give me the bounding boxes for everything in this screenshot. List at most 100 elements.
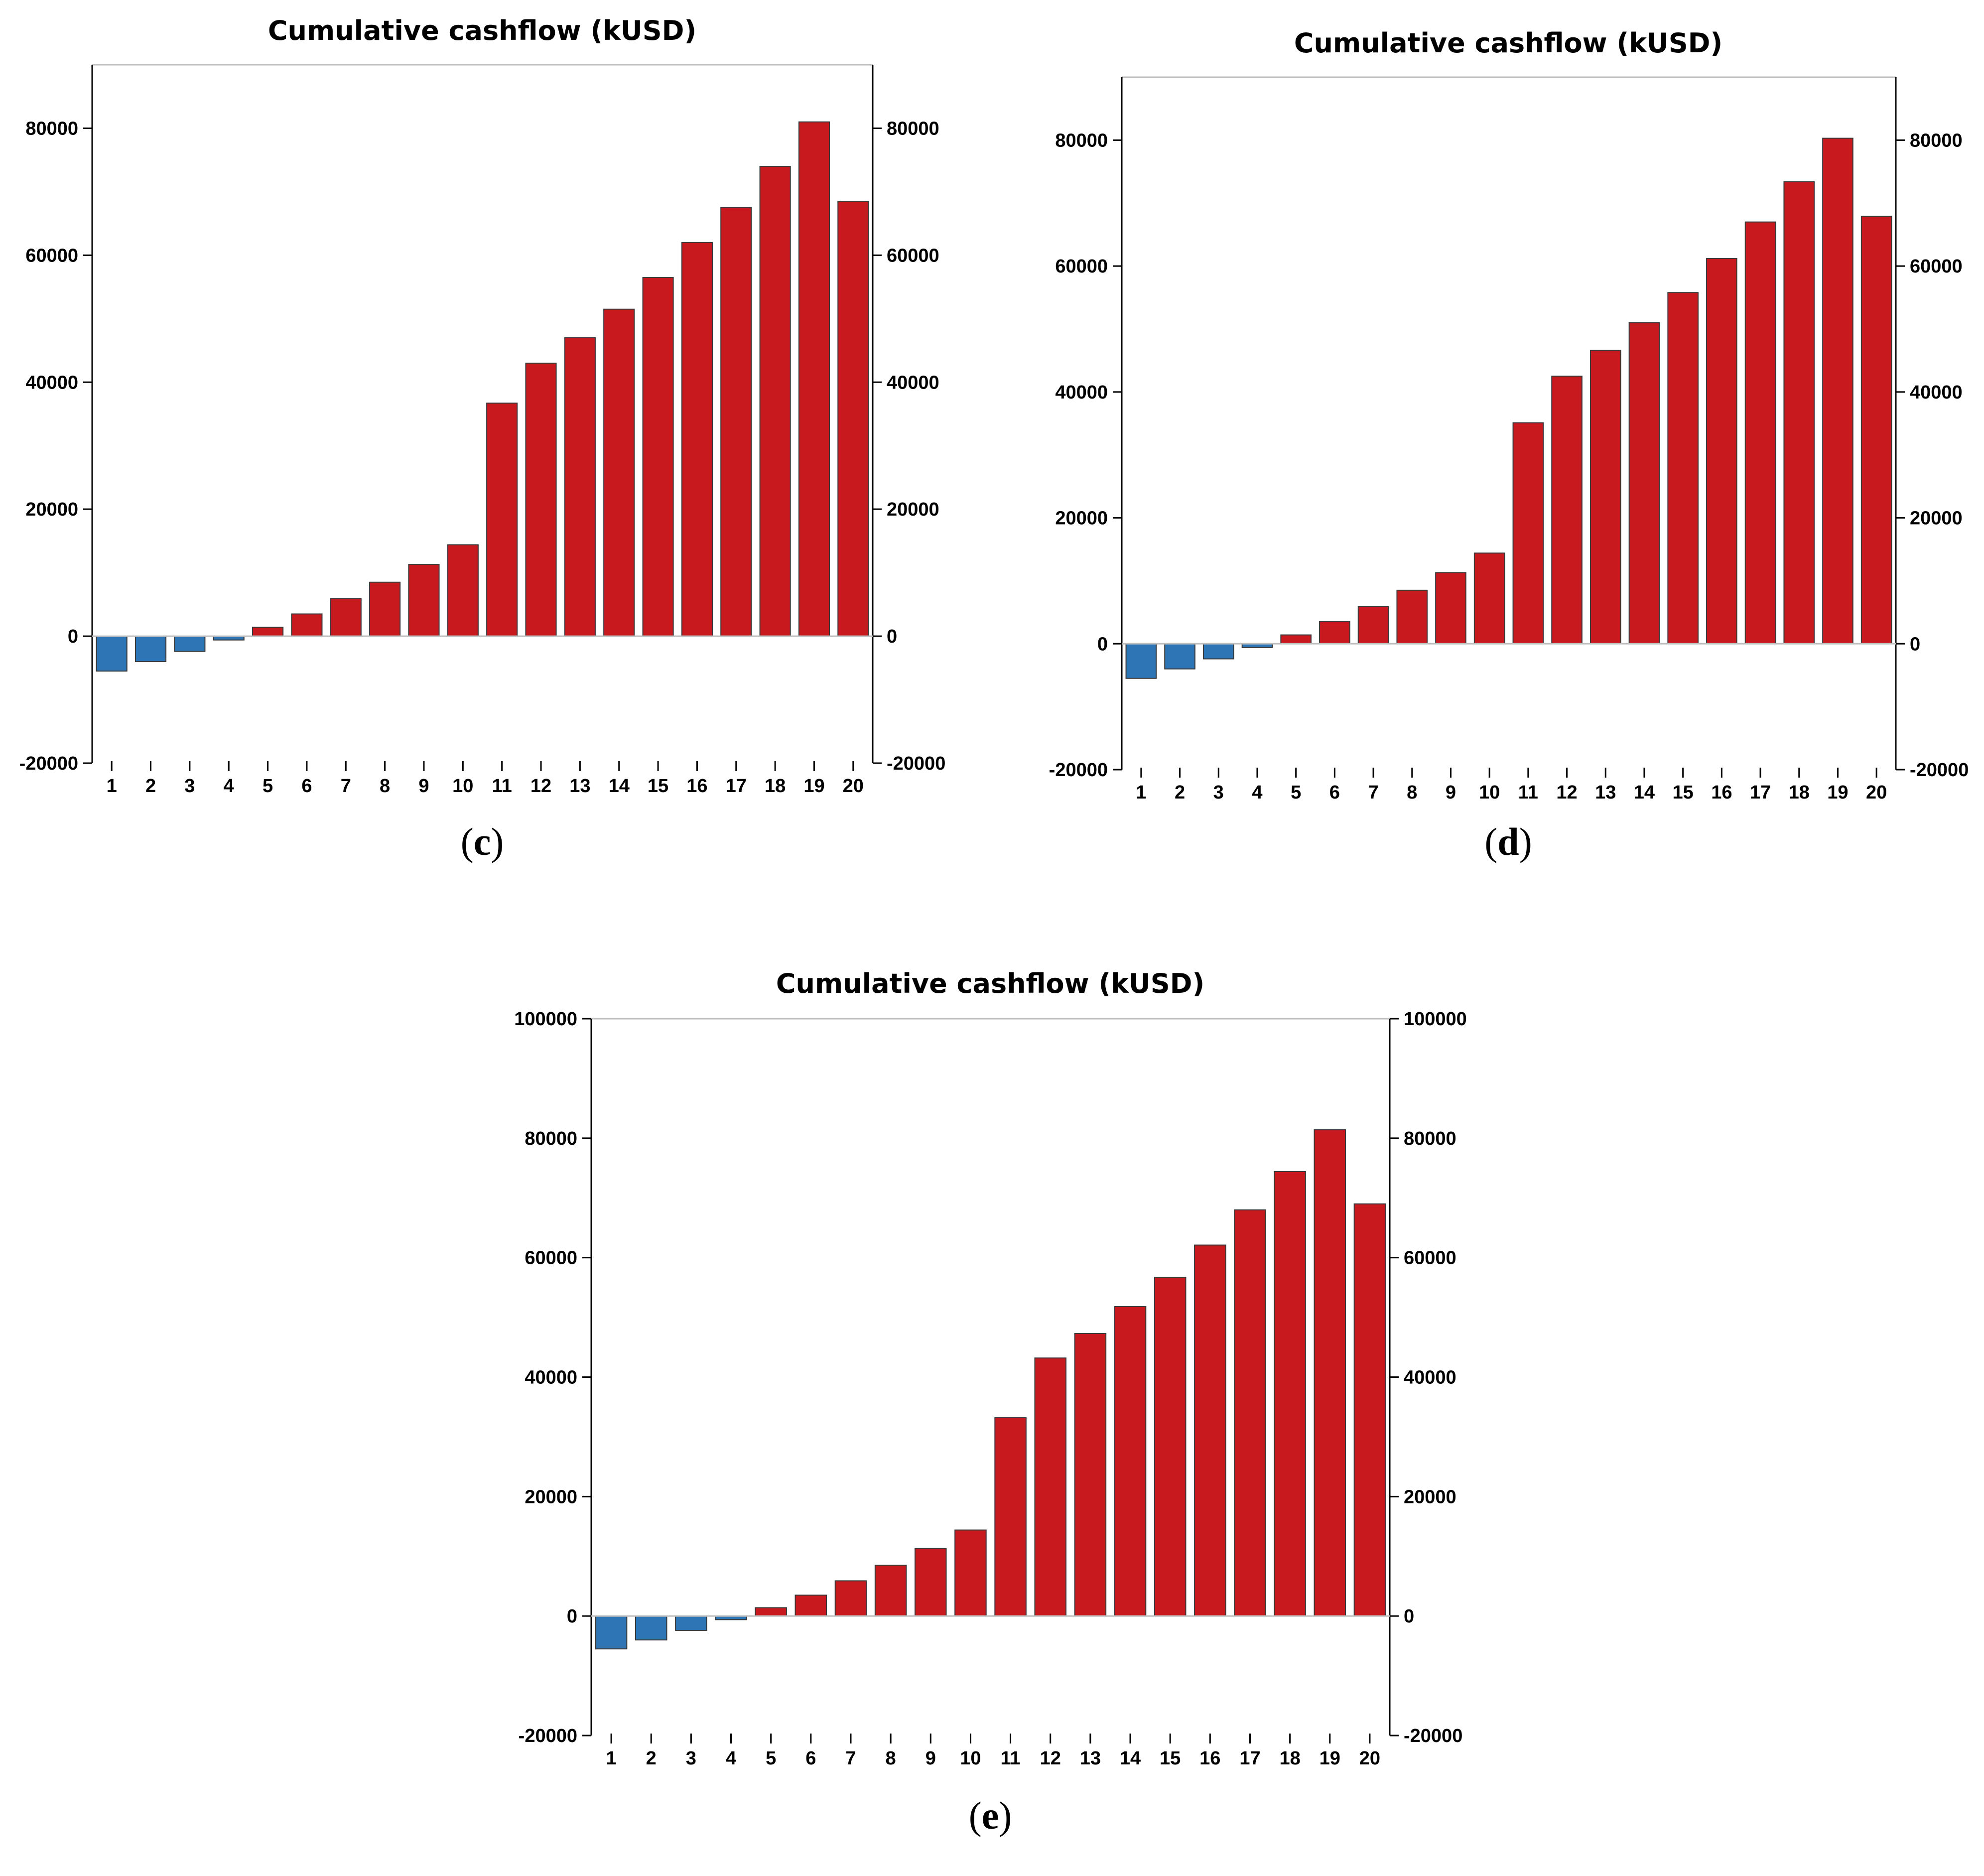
bar-e-14: [1114, 1306, 1147, 1617]
y-tick-label-right-c: -20000: [887, 753, 945, 774]
bar-c-14: [603, 308, 635, 637]
bar-e-15: [1154, 1277, 1187, 1617]
x-tick-label-c-9: 9: [418, 776, 429, 797]
bar-c-1: [96, 636, 128, 672]
bar-c-17: [720, 207, 752, 637]
chart-title-d: Cumulative cashflow (kUSD): [1294, 27, 1722, 59]
x-tick-label-c-2: 2: [145, 776, 156, 797]
bar-c-6: [291, 613, 323, 637]
y-tick-label-left-e: 20000: [525, 1486, 577, 1507]
bar-e-2: [635, 1615, 667, 1641]
bar-c-7: [330, 598, 362, 637]
x-tick-label-e-6: 6: [805, 1748, 816, 1769]
x-tick-label-e-13: 13: [1080, 1748, 1101, 1769]
bar-d-18: [1783, 181, 1815, 645]
y-tick-label-right-e: 100000: [1404, 1009, 1467, 1030]
bar-d-19: [1822, 137, 1853, 645]
y-tick-label-left-e: 80000: [525, 1128, 577, 1149]
bar-d-13: [1589, 350, 1621, 645]
y-tick-label-right-c: 40000: [887, 372, 939, 393]
chart-title-c: Cumulative cashflow (kUSD): [268, 15, 696, 46]
y-tick-label-left-d: -20000: [1049, 760, 1108, 781]
bar-e-16: [1194, 1244, 1226, 1617]
bar-e-10: [954, 1529, 987, 1617]
y-tick-label-right-d: 60000: [1910, 256, 1963, 277]
x-tick-label-c-19: 19: [803, 776, 824, 797]
bar-e-19: [1314, 1129, 1346, 1617]
x-tick-label-c-12: 12: [530, 776, 551, 797]
x-tick-label-d-10: 10: [1479, 782, 1500, 803]
x-tick-label-e-12: 12: [1040, 1748, 1061, 1769]
y-tick-label-left-e: 0: [567, 1606, 577, 1627]
y-tick-label-right-e: 0: [1404, 1606, 1414, 1627]
y-tick-label-left-e: 100000: [514, 1009, 577, 1030]
x-tick-label-d-3: 3: [1213, 782, 1224, 803]
x-tick-label-c-10: 10: [452, 776, 473, 797]
bar-d-6: [1319, 621, 1350, 645]
x-tick-label-d-6: 6: [1329, 782, 1340, 803]
x-tick-label-e-14: 14: [1120, 1748, 1141, 1769]
bar-d-17: [1744, 221, 1776, 645]
x-tick-label-e-4: 4: [726, 1748, 736, 1769]
bar-e-8: [874, 1565, 907, 1617]
bar-c-18: [759, 165, 791, 637]
bar-e-7: [834, 1580, 867, 1617]
x-tick-label-d-11: 11: [1518, 782, 1538, 803]
x-tick-label-d-20: 20: [1866, 782, 1887, 803]
y-tick-label-right-d: -20000: [1910, 760, 1969, 781]
x-tick-label-c-15: 15: [648, 776, 668, 797]
bar-c-10: [447, 544, 479, 637]
x-tick-label-c-3: 3: [184, 776, 195, 797]
x-tick-label-e-9: 9: [926, 1748, 936, 1769]
bar-d-16: [1706, 258, 1737, 645]
x-tick-label-c-18: 18: [765, 776, 786, 797]
x-tick-label-c-14: 14: [609, 776, 630, 797]
y-tick-label-right-e: 40000: [1404, 1367, 1456, 1388]
bar-c-9: [408, 564, 440, 637]
x-tick-label-d-2: 2: [1175, 782, 1185, 803]
x-tick-label-c-13: 13: [569, 776, 590, 797]
y-tick-label-left-e: 40000: [525, 1367, 577, 1388]
y-tick-label-right-e: -20000: [1404, 1726, 1462, 1746]
x-tick-label-c-16: 16: [686, 776, 707, 797]
x-tick-label-d-15: 15: [1673, 782, 1694, 803]
bar-e-9: [915, 1548, 947, 1617]
x-tick-label-e-20: 20: [1359, 1748, 1380, 1769]
y-tick-label-left-c: 20000: [25, 499, 78, 520]
x-tick-label-e-16: 16: [1199, 1748, 1220, 1769]
x-tick-label-e-10: 10: [960, 1748, 981, 1769]
x-tick-label-d-5: 5: [1291, 782, 1301, 803]
x-tick-label-e-19: 19: [1320, 1748, 1340, 1769]
x-tick-label-e-11: 11: [1000, 1748, 1020, 1769]
y-tick-label-right-c: 0: [887, 626, 897, 647]
y-tick-label-right-e: 60000: [1404, 1248, 1456, 1269]
bar-d-10: [1473, 552, 1505, 645]
bar-e-6: [794, 1595, 827, 1617]
y-tick-label-right-e: 20000: [1404, 1486, 1456, 1507]
y-tick-label-left-c: 80000: [25, 118, 78, 139]
bar-d-2: [1164, 643, 1195, 670]
y-tick-label-left-c: -20000: [19, 753, 78, 774]
y-tick-label-right-d: 80000: [1910, 130, 1963, 151]
y-tick-label-right-c: 20000: [887, 499, 939, 520]
bar-c-13: [564, 337, 596, 637]
x-tick-label-d-8: 8: [1407, 782, 1417, 803]
y-tick-label-left-c: 40000: [25, 372, 78, 393]
y-tick-label-left-d: 40000: [1055, 382, 1108, 403]
y-tick-label-right-c: 80000: [887, 118, 939, 139]
y-tick-label-left-d: 80000: [1055, 130, 1108, 151]
bar-e-20: [1353, 1203, 1386, 1617]
y-tick-label-left-d: 0: [1097, 634, 1108, 655]
y-tick-label-left-e: 60000: [525, 1248, 577, 1269]
y-tick-label-left-e: -20000: [519, 1726, 577, 1746]
x-tick-label-c-11: 11: [492, 776, 512, 797]
y-tick-label-right-c: 60000: [887, 245, 939, 266]
x-tick-label-d-4: 4: [1252, 782, 1262, 803]
x-tick-label-d-14: 14: [1634, 782, 1655, 803]
x-tick-label-c-8: 8: [380, 776, 390, 797]
bar-c-2: [134, 636, 167, 663]
bar-d-7: [1357, 606, 1389, 645]
